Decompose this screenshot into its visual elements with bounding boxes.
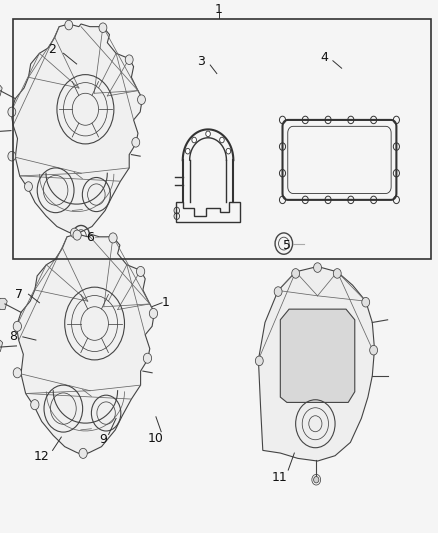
Circle shape	[362, 297, 370, 307]
Circle shape	[370, 345, 378, 355]
Circle shape	[143, 353, 152, 364]
Circle shape	[226, 148, 231, 154]
Circle shape	[333, 269, 341, 278]
Circle shape	[8, 107, 16, 117]
Circle shape	[73, 230, 81, 240]
Circle shape	[132, 138, 140, 147]
Circle shape	[255, 356, 263, 366]
Circle shape	[314, 477, 319, 483]
Text: 6: 6	[86, 231, 94, 244]
Circle shape	[109, 233, 117, 243]
Text: 11: 11	[272, 471, 287, 483]
Text: 4: 4	[320, 51, 328, 63]
Circle shape	[149, 309, 158, 319]
Circle shape	[185, 148, 190, 154]
Circle shape	[219, 137, 224, 143]
Circle shape	[25, 182, 32, 191]
Text: 1: 1	[162, 296, 170, 309]
Text: 3: 3	[198, 55, 205, 68]
Circle shape	[8, 151, 16, 161]
Circle shape	[13, 368, 21, 378]
Circle shape	[314, 263, 321, 272]
Text: 2: 2	[49, 43, 57, 56]
Text: 12: 12	[34, 450, 49, 463]
Text: 5: 5	[283, 239, 291, 252]
Polygon shape	[0, 85, 2, 96]
Circle shape	[13, 321, 21, 332]
Circle shape	[292, 269, 300, 278]
Polygon shape	[17, 234, 154, 455]
Text: 10: 10	[148, 432, 163, 445]
Circle shape	[71, 228, 78, 238]
Text: 7: 7	[15, 288, 23, 301]
Circle shape	[192, 137, 197, 143]
Polygon shape	[258, 266, 374, 461]
Polygon shape	[0, 340, 3, 352]
Circle shape	[31, 400, 39, 410]
Circle shape	[206, 131, 210, 136]
Polygon shape	[280, 309, 355, 402]
Circle shape	[125, 55, 133, 64]
Circle shape	[138, 95, 145, 104]
Circle shape	[99, 23, 107, 33]
Polygon shape	[0, 298, 7, 310]
Text: 1: 1	[215, 3, 223, 16]
Text: 9: 9	[99, 433, 107, 446]
Circle shape	[65, 20, 73, 30]
Polygon shape	[11, 24, 142, 235]
Circle shape	[274, 287, 282, 296]
Circle shape	[79, 448, 87, 458]
Text: 8: 8	[9, 330, 17, 343]
Circle shape	[137, 266, 145, 277]
